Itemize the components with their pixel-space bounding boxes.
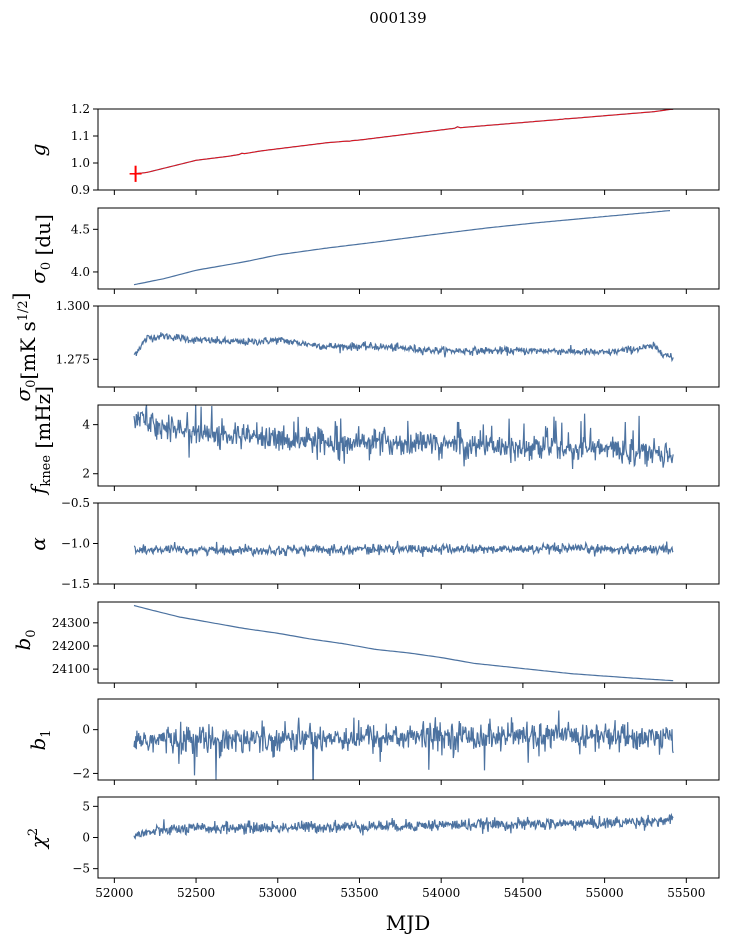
- y-tick-label-fknee: 2: [82, 467, 90, 481]
- y-tick-label-b1: −2: [72, 766, 90, 780]
- series-line-alpha: [133, 540, 674, 558]
- panel-b0: 24100 24200 24300 b0: [11, 601, 720, 688]
- x-tick-label: 52000: [95, 886, 133, 900]
- x-axis-label: MJD: [386, 911, 431, 935]
- y-tick-label-chi2: 0: [82, 831, 90, 845]
- panel-frame-b1: [97, 698, 720, 781]
- panel-frame-fknee: [97, 404, 720, 487]
- x-tick-label: 54000: [422, 886, 460, 900]
- y-tick-label-sigma0_mk: 1.275: [56, 352, 90, 366]
- x-tick-label: 52500: [177, 886, 215, 900]
- y-axis-label-b1: b1: [26, 729, 54, 750]
- y-tick-label-sigma0_du: 4.0: [71, 265, 90, 279]
- y-tick-label-sigma0_du: 4.5: [71, 222, 90, 236]
- y-axis-label-sigma0_du: σ0 [du]: [26, 214, 55, 284]
- series-line-sigma0_du: [133, 210, 671, 286]
- y-tick-label-g: 0.9: [71, 183, 90, 197]
- y-axis-label-fknee: fknee [mHz]: [26, 386, 55, 496]
- y-tick-label-sigma0_mk: 1.300: [56, 299, 90, 313]
- y-tick-label-b0: 24100: [52, 662, 90, 676]
- series-line-g: [133, 109, 674, 175]
- chart-title: 000139: [369, 9, 426, 27]
- y-tick-label-g: 1.2: [71, 102, 90, 116]
- y-tick-label-b0: 24200: [52, 639, 90, 653]
- panel-alpha: −1.5 −1.0 −0.5 α: [26, 496, 720, 591]
- panel-frame-b0: [97, 601, 720, 684]
- panel-chi2: −5 0 5 52000 52500 53000 53500 54000 54500 55000 5…: [26, 796, 720, 900]
- y-tick-label-fknee: 4: [82, 418, 90, 432]
- series-line-fknee: [133, 405, 674, 470]
- y-tick-label-b1: 0: [82, 723, 90, 737]
- panels-group: 0.9 1.0 1.1 1.2 g 4.0 4.5 σ0 [du] 1.275 1.300 σ0[m…: [8, 102, 720, 900]
- y-axis-label-sigma0_mk: σ0[mK s1/2]: [8, 292, 40, 401]
- panel-fknee: 2 4 fknee [mHz]: [26, 386, 720, 496]
- series-line-red-overlay: [133, 109, 674, 175]
- panel-frame-g: [97, 108, 720, 191]
- panel-frame-sigma0_mk: [97, 305, 720, 388]
- y-axis-label-b0: b0: [11, 629, 39, 650]
- panel-frame-alpha: [97, 502, 720, 585]
- x-tick-label: 53500: [340, 886, 378, 900]
- panel-g: 0.9 1.0 1.1 1.2 g: [26, 102, 720, 197]
- x-tick-label: 55500: [667, 886, 705, 900]
- y-tick-label-chi2: −5: [72, 862, 90, 876]
- series-line-sigma0_mk: [133, 332, 674, 363]
- panel-sigma0_mk: 1.275 1.300 σ0[mK s1/2]: [8, 292, 720, 402]
- y-axis-label-chi2: χ2: [26, 828, 50, 850]
- series-line-chi2: [133, 812, 674, 840]
- y-tick-label-b0: 24300: [52, 616, 90, 630]
- y-tick-label-chi2: 5: [82, 799, 90, 813]
- y-tick-label-g: 1.0: [71, 156, 90, 170]
- y-axis-label-g: g: [26, 144, 50, 157]
- x-tick-label: 53000: [259, 886, 297, 900]
- y-axis-label-alpha: α: [26, 537, 50, 551]
- y-tick-label-alpha: −1.0: [61, 537, 90, 551]
- panel-frame-chi2: [97, 796, 720, 879]
- y-tick-label-alpha: −0.5: [61, 496, 90, 510]
- x-tick-label: 55000: [586, 886, 624, 900]
- panel-sigma0_du: 4.0 4.5 σ0 [du]: [26, 207, 720, 294]
- y-tick-label-g: 1.1: [71, 129, 90, 143]
- y-tick-label-alpha: −1.5: [61, 577, 90, 591]
- panel-b1: −2 0 b1: [26, 698, 720, 785]
- panel-frame-sigma0_du: [97, 207, 720, 290]
- x-tick-label: 54500: [504, 886, 542, 900]
- series-line-b1: [133, 710, 674, 780]
- series-line-b0: [133, 604, 674, 682]
